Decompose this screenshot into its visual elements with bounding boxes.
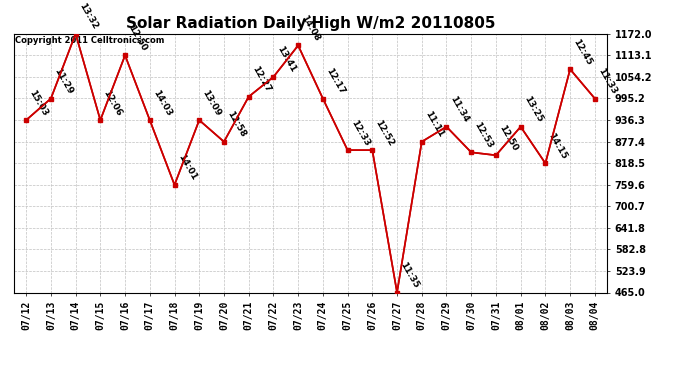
- Text: 13:41: 13:41: [275, 45, 297, 74]
- Text: 11:29: 11:29: [52, 66, 75, 96]
- Text: 12:27: 12:27: [250, 64, 273, 94]
- Text: 14:01: 14:01: [176, 153, 198, 182]
- Text: 12:52: 12:52: [374, 118, 396, 147]
- Text: 12:33: 12:33: [349, 118, 371, 147]
- Text: 11:35: 11:35: [398, 260, 420, 290]
- Text: 12:45: 12:45: [571, 37, 593, 66]
- Text: 12:50: 12:50: [497, 123, 520, 153]
- Text: 12:17: 12:17: [324, 66, 346, 96]
- Text: 11:33: 11:33: [596, 66, 618, 96]
- Text: 15:03: 15:03: [28, 88, 50, 117]
- Text: 12:53: 12:53: [473, 120, 495, 150]
- Text: 12:06: 12:06: [101, 88, 124, 117]
- Text: 14:03: 14:03: [151, 88, 173, 117]
- Text: 11:11: 11:11: [423, 110, 445, 139]
- Text: 12:50: 12:50: [126, 23, 148, 52]
- Title: Solar Radiation Daily High W/m2 20110805: Solar Radiation Daily High W/m2 20110805: [126, 16, 495, 31]
- Text: 13:09: 13:09: [201, 88, 223, 117]
- Text: 13:25: 13:25: [522, 94, 544, 124]
- Text: 14:15: 14:15: [546, 131, 569, 160]
- Text: 14:08: 14:08: [299, 13, 322, 43]
- Text: 11:34: 11:34: [448, 94, 470, 124]
- Text: Copyright 2011 Celltronics.com: Copyright 2011 Celltronics.com: [15, 36, 164, 45]
- Text: 12:58: 12:58: [226, 110, 248, 139]
- Text: 13:32: 13:32: [77, 2, 99, 31]
